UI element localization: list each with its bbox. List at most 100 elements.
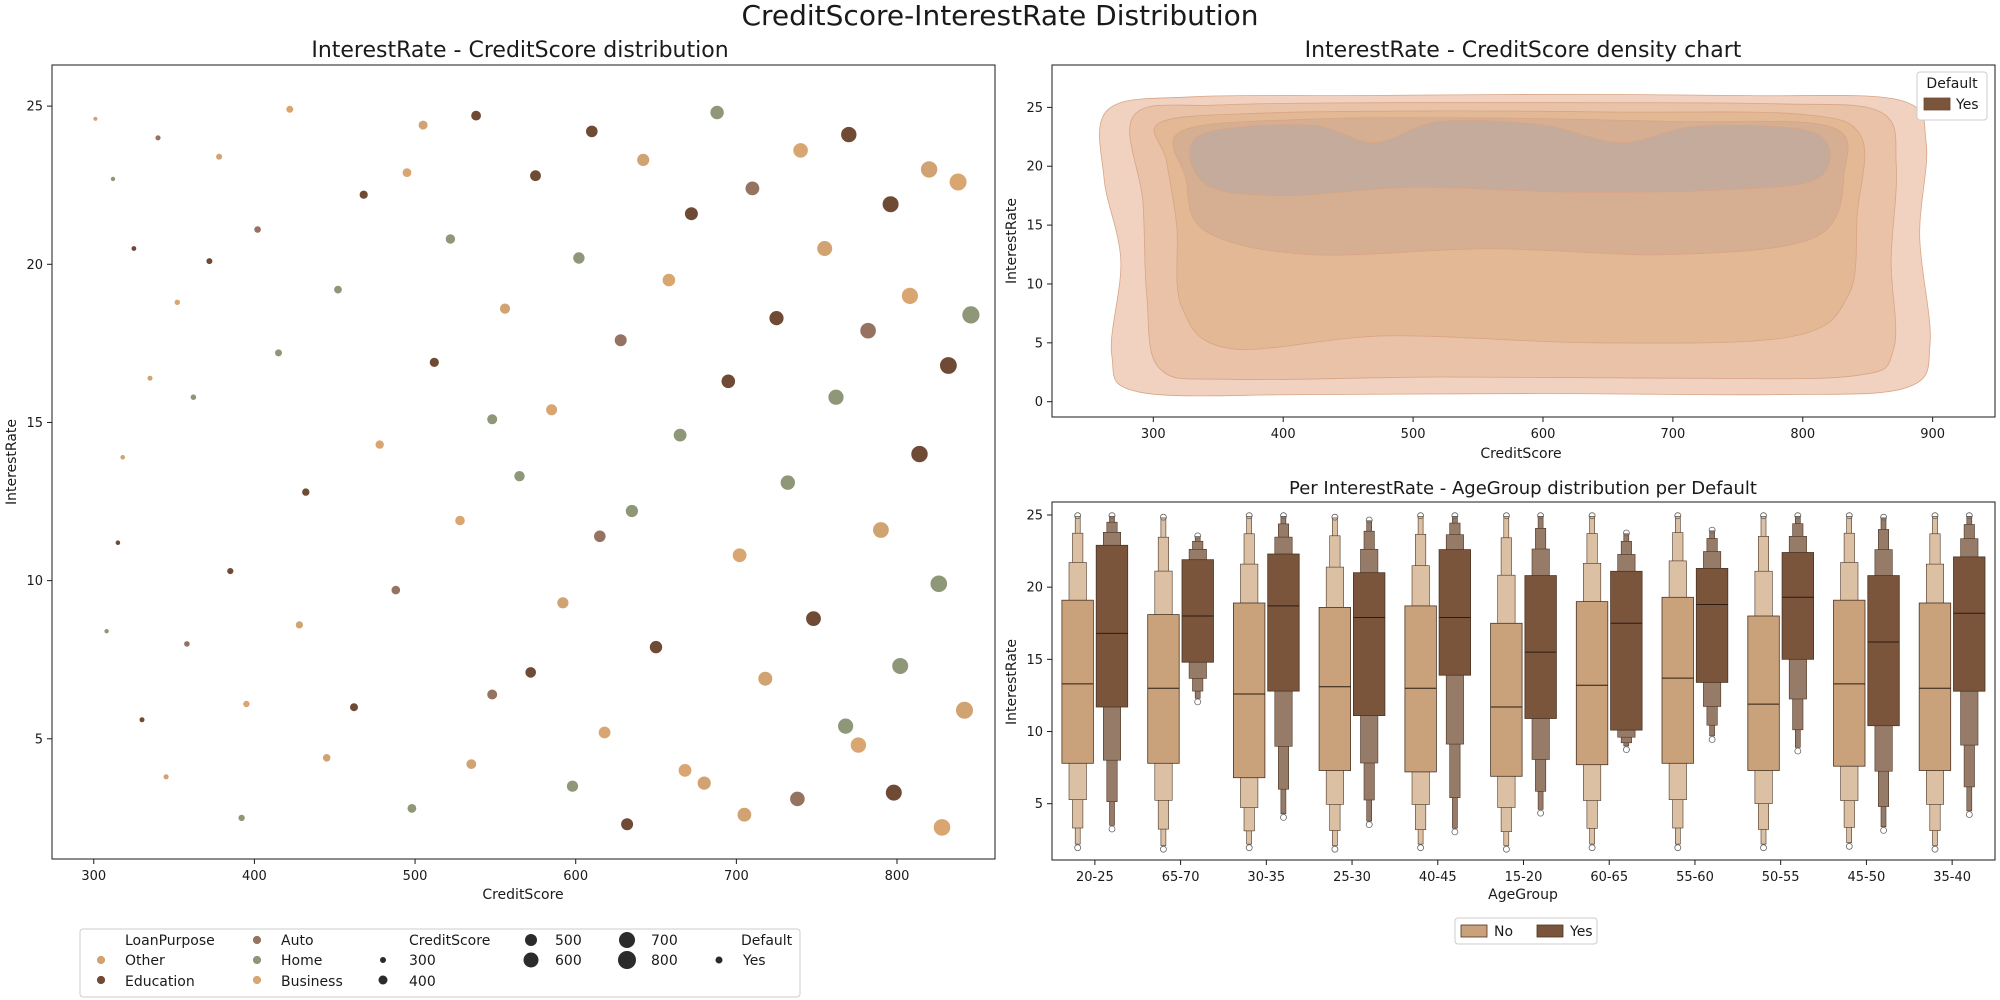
- legend-marker-home: [252, 955, 262, 965]
- box-iqr: [1095, 544, 1129, 708]
- kde-y-tick-label-0: 0: [1035, 395, 1043, 410]
- box-glyphs: [1061, 512, 1986, 853]
- scatter-point-1: [110, 175, 117, 182]
- scatter-point-50: [768, 310, 785, 327]
- box-yes-40-45: [1438, 512, 1471, 836]
- scatter-legend: LoanPurpose Other Education Auto Home Bu…: [79, 928, 801, 998]
- box-no-30-35: [1233, 512, 1266, 852]
- box-outlier-0: [1880, 827, 1887, 834]
- scatter-point-12: [242, 700, 251, 709]
- box-y-ticks: 5 10 15 20 25: [1026, 508, 1052, 812]
- box-y-label: InterestRate: [1004, 639, 1020, 725]
- scatter-point-41: [661, 272, 677, 288]
- box-iqr: [1490, 622, 1523, 777]
- kde-x-tick-label-600: 600: [1531, 427, 1556, 442]
- box-x-tick-label-65-70: 65-70: [1162, 870, 1200, 885]
- box-yes-20-25: [1095, 512, 1129, 833]
- box-x-tick-label-35-40: 35-40: [1933, 870, 1971, 885]
- kde-legend: Default Yes: [1916, 71, 1988, 121]
- kde-legend-label: Yes: [1955, 97, 1979, 113]
- box-no-60-65: [1575, 512, 1609, 852]
- scatter-point-3: [154, 134, 162, 142]
- box-outlier-0: [1503, 845, 1510, 853]
- box-outlier-1: [1588, 512, 1596, 520]
- scatter-point-43: [684, 206, 699, 222]
- scatter-point-4: [119, 454, 126, 461]
- box-outlier-1: [1674, 512, 1682, 520]
- scatter-point-89: [593, 529, 607, 543]
- kde-x-tick-label-400: 400: [1271, 427, 1296, 442]
- scatter-point-24: [428, 356, 440, 368]
- kde-y-ticks: 0 5 10 15 20 25: [1026, 101, 1052, 410]
- box-outlier-1: [1194, 532, 1202, 540]
- box-iqr: [1867, 575, 1900, 727]
- box-outlier-0: [1160, 845, 1167, 853]
- legend-style-title: Default: [741, 933, 793, 949]
- scatter-point-2: [130, 245, 138, 252]
- box-iqr: [1181, 559, 1214, 663]
- scatter-point-22: [406, 803, 418, 814]
- box-legend-box: [1454, 917, 1598, 945]
- box-x-label: AgeGroup: [1488, 887, 1558, 903]
- scatter-x-tick-label-700: 700: [724, 869, 749, 884]
- box-outlier-0: [1588, 844, 1596, 852]
- box-iqr: [1147, 614, 1180, 764]
- box-outlier-0: [1417, 844, 1424, 852]
- box-outlier-0: [1965, 811, 1973, 818]
- scatter-point-49: [757, 670, 774, 687]
- scatter-x-tick-label-800: 800: [885, 869, 910, 884]
- box-yes-30-35: [1267, 512, 1300, 821]
- legend-size-label-300: 300: [409, 953, 436, 969]
- scatter-point-86: [884, 783, 903, 802]
- box-no-55-60: [1661, 512, 1694, 852]
- scatter-point-79: [524, 666, 537, 679]
- scatter-point-85: [837, 717, 854, 735]
- box-iqr: [1438, 549, 1471, 676]
- scatter-point-31: [529, 169, 542, 182]
- kde-y-tick-label-20: 20: [1026, 160, 1043, 175]
- box-iqr: [1233, 602, 1266, 779]
- box-no-45-50: [1833, 512, 1866, 850]
- box-x-tick-label-20-25: 20-25: [1076, 870, 1114, 885]
- box-yes-25-30: [1353, 516, 1386, 828]
- scatter-point-60: [881, 195, 900, 214]
- scatter-point-51: [779, 474, 796, 491]
- box-outlier-0: [1623, 746, 1630, 753]
- box-outlier-1: [1160, 513, 1167, 521]
- box-outlier-1: [1451, 512, 1459, 520]
- scatter-x-ticks: 300 400 500 600 700 800: [81, 859, 909, 884]
- scatter-x-label: CreditScore: [482, 887, 563, 903]
- scatter-point-66: [939, 356, 958, 375]
- scatter-point-80: [566, 779, 579, 793]
- scatter-point-44: [696, 775, 712, 791]
- scatter-point-47: [731, 547, 748, 564]
- box-y-tick-label-15: 15: [1026, 653, 1043, 668]
- box-outlier-0: [1845, 842, 1853, 850]
- legend-label-business: Business: [281, 974, 343, 990]
- box-iqr: [1833, 599, 1866, 767]
- kde-legend-title: Default: [1926, 76, 1978, 92]
- scatter-points: [92, 105, 981, 837]
- scatter-point-68: [955, 700, 974, 720]
- scatter-point-39: [636, 152, 651, 167]
- box-outlier-0: [1760, 844, 1767, 852]
- box-outlier-0: [1331, 845, 1339, 853]
- legend-marker-business: [252, 975, 262, 985]
- scatter-point-27: [470, 109, 482, 122]
- legend-style-label-yes: Yes: [742, 953, 766, 969]
- box-no-65-70: [1147, 513, 1180, 853]
- scatter-point-16: [301, 487, 311, 497]
- scatter-point-18: [333, 284, 343, 295]
- scatter-point-25: [444, 233, 456, 245]
- scatter-point-6: [138, 716, 146, 724]
- scatter-point-34: [572, 251, 586, 265]
- scatter-point-26: [454, 514, 466, 527]
- scatter-point-40: [649, 640, 664, 655]
- box-outlier-1: [1365, 516, 1373, 524]
- box-outlier-1: [1760, 512, 1767, 520]
- scatter-point-35: [585, 124, 599, 138]
- scatter-point-55: [827, 388, 845, 406]
- scatter-point-61: [891, 657, 909, 675]
- box-iqr: [1267, 553, 1300, 692]
- box-yes-60-65: [1610, 529, 1643, 753]
